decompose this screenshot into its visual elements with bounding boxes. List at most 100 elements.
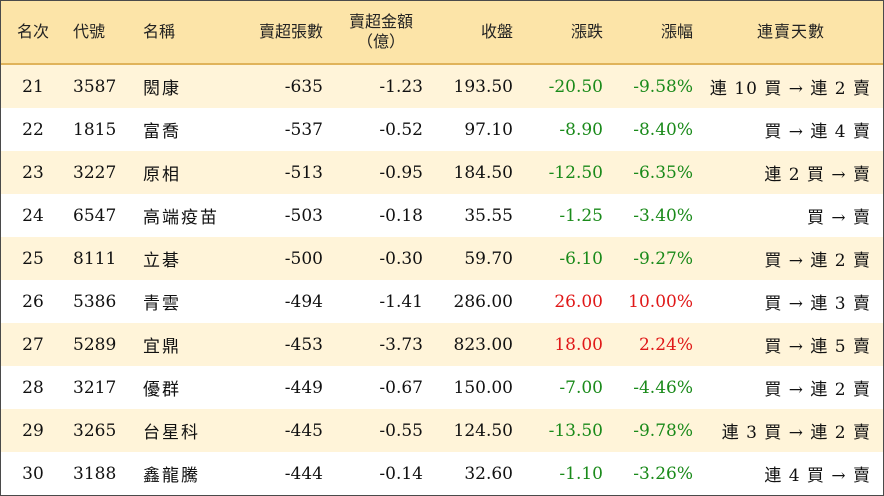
net-sell-amount-cell: -0.55 [379,420,423,441]
net-sell-amount-cell: -1.23 [379,76,423,97]
close-cell: 35.55 [464,205,513,226]
net-sell-amount-cell: -1.41 [379,291,423,312]
net-sell-sheets-cell: -449 [284,377,323,398]
name-cell: 立碁 [143,251,181,271]
streak-cell: 連 10 買 → 連 2 賣 [709,79,871,99]
streak-cell: 買 → 連 4 賣 [764,122,871,142]
table-row: 28 3217 優群 -449 -0.67 150.00 -7.00 -4.46% 買 → 連 … [1,366,883,409]
code-cell: 3227 [73,162,117,183]
table-row: 22 1815 富喬 -537 -0.52 97.10 -8.90 -8.40% 買 → 連 4… [1,108,883,151]
name-cell: 青雲 [143,294,181,314]
close-cell: 97.10 [464,119,513,140]
change-cell: -12.50 [548,162,603,183]
streak-cell: 買 → 連 2 賣 [764,251,871,271]
change-cell: 26.00 [554,291,603,312]
header-name: 名稱 [143,1,253,63]
table-row: 25 8111 立碁 -500 -0.30 59.70 -6.10 -9.27% 買 → 連 2… [1,237,883,280]
header-rank: 名次 [13,1,53,63]
net-sell-sheets-cell: -494 [284,291,323,312]
net-sell-amount-cell: -0.14 [379,463,423,484]
name-cell: 台星科 [143,423,200,443]
net-sell-amount-cell: -0.95 [379,162,423,183]
streak-cell: 買 → 賣 [806,208,871,228]
close-cell: 823.00 [453,334,513,355]
table-row: 24 6547 高端疫苗 -503 -0.18 35.55 -1.25 -3.40% 買 → 賣 [1,194,883,237]
header-net-sell-amount-line2: （億） [356,32,405,51]
change-pct-cell: -9.27% [633,248,693,269]
net-sell-sheets-cell: -453 [284,334,323,355]
header-change-pct: 漲幅 [611,1,693,63]
net-sell-sheets-cell: -503 [284,205,323,226]
name-cell: 原相 [143,165,181,185]
streak-cell: 連 4 買 → 賣 [764,466,871,486]
net-sell-amount-cell: -0.67 [379,377,423,398]
name-cell: 優群 [143,380,181,400]
header-code-label: 代號 [73,22,106,41]
header-net-sell-sheets-label: 賣超張數 [258,22,323,41]
change-pct-cell: 10.00% [628,291,693,312]
net-sell-amount-cell: -0.18 [379,205,423,226]
header-close-label: 收盤 [480,22,513,41]
name-cell: 閎康 [143,79,181,99]
table-row: 26 5386 青雲 -494 -1.41 286.00 26.00 10.00% 買 → 連 … [1,280,883,323]
rank-cell: 25 [22,248,44,269]
header-change-pct-label: 漲幅 [660,22,693,41]
change-cell: -6.10 [559,248,603,269]
rank-cell: 22 [22,119,44,140]
header-streak-label: 連賣天數 [756,22,825,41]
table-header: 名次 代號 名稱 賣超張數 賣超金額 （億） 收盤 漲跌 漲幅 連賣天數 [1,1,883,65]
change-cell: -1.10 [559,463,603,484]
header-rank-label: 名次 [16,22,49,41]
change-cell: -7.00 [559,377,603,398]
net-sell-sheets-cell: -445 [284,420,323,441]
header-change-label: 漲跌 [570,22,603,41]
change-cell: -1.25 [559,205,603,226]
header-net-sell-amount: 賣超金額 （億） [339,1,423,63]
table-row: 23 3227 原相 -513 -0.95 184.50 -12.50 -6.35% 連 2 買… [1,151,883,194]
close-cell: 124.50 [453,420,513,441]
name-cell: 富喬 [143,122,181,142]
code-cell: 3265 [73,420,117,441]
table-row: 29 3265 台星科 -445 -0.55 124.50 -13.50 -9.78% 連 3 … [1,409,883,452]
rank-cell: 21 [22,76,44,97]
net-sell-sheets-cell: -444 [284,463,323,484]
name-cell: 高端疫苗 [143,208,219,228]
code-cell: 6547 [73,205,117,226]
rank-cell: 26 [22,291,44,312]
code-cell: 8111 [73,248,117,269]
name-cell: 鑫龍騰 [143,466,200,486]
net-sell-sheets-cell: -635 [284,76,323,97]
table-row: 27 5289 宜鼎 -453 -3.73 823.00 18.00 2.24% 買 → 連 5… [1,323,883,366]
header-code: 代號 [73,1,129,63]
change-cell: 18.00 [554,334,603,355]
rank-cell: 23 [22,162,44,183]
net-sell-amount-cell: -3.73 [379,334,423,355]
code-cell: 5386 [73,291,117,312]
change-pct-cell: -3.26% [633,463,693,484]
net-sell-sheets-cell: -500 [284,248,323,269]
code-cell: 1815 [73,119,117,140]
net-sell-sheets-cell: -537 [284,119,323,140]
rank-cell: 27 [22,334,44,355]
rank-cell: 29 [22,420,44,441]
rank-cell: 30 [22,463,44,484]
code-cell: 5289 [73,334,117,355]
change-pct-cell: -9.58% [633,76,693,97]
close-cell: 184.50 [453,162,513,183]
rank-cell: 28 [22,377,44,398]
header-close: 收盤 [431,1,513,63]
table-row: 21 3587 閎康 -635 -1.23 193.50 -20.50 -9.58% 連 10 … [1,65,883,108]
code-cell: 3188 [73,463,117,484]
close-cell: 32.60 [464,463,513,484]
change-cell: -20.50 [548,76,603,97]
net-sell-amount-cell: -0.30 [379,248,423,269]
name-cell: 宜鼎 [143,337,181,357]
header-change: 漲跌 [521,1,603,63]
close-cell: 59.70 [464,248,513,269]
change-pct-cell: -6.35% [633,162,693,183]
close-cell: 286.00 [453,291,513,312]
change-cell: -13.50 [548,420,603,441]
header-net-sell-amount-line1: 賣超金額 [348,12,413,31]
rank-cell: 24 [22,205,44,226]
